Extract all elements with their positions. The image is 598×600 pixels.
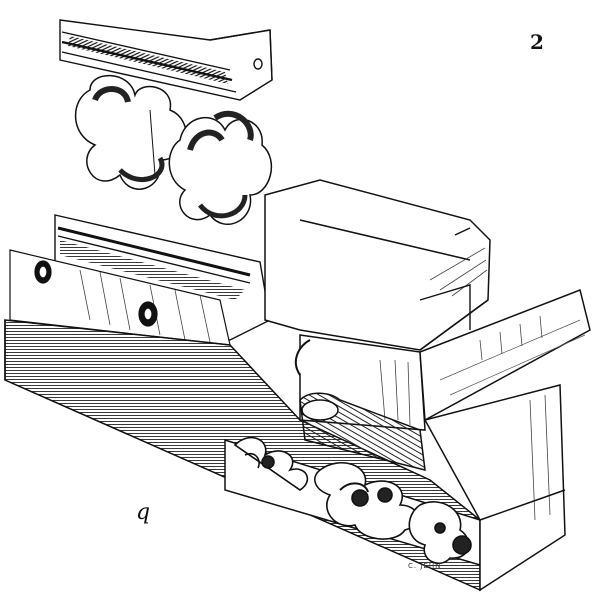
quatrefoil-tracery bbox=[74, 74, 273, 225]
upper-cornice bbox=[59, 19, 273, 101]
plinth-foot bbox=[419, 284, 471, 330]
foliage-ornament bbox=[233, 436, 472, 564]
engraver-signature: C. JEHN bbox=[408, 562, 442, 570]
figure-letter-label: q bbox=[136, 500, 151, 525]
figure-number: 2 bbox=[530, 30, 544, 54]
